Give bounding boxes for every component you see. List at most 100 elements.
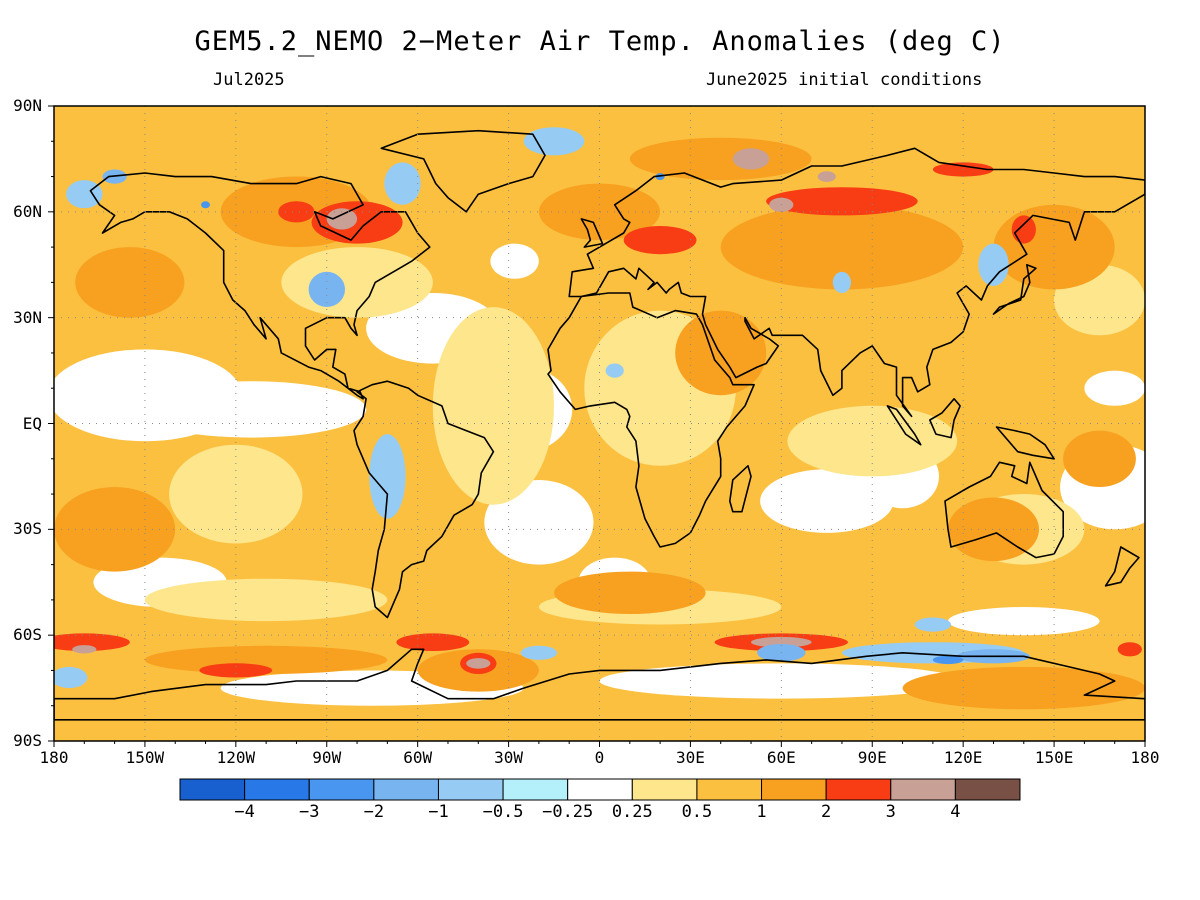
colorbar-label: −1 <box>428 802 449 822</box>
coastline-borneo <box>929 398 961 439</box>
anomaly-region-warm <box>554 571 706 614</box>
coastline-eurasia <box>568 147 1145 418</box>
colorbar-label: −3 <box>298 802 320 822</box>
colorbar-swatch <box>244 778 310 801</box>
anomaly-region-neutral <box>484 480 594 565</box>
colorbar <box>179 778 1021 801</box>
anomaly-region-neutral <box>948 607 1100 636</box>
anomaly-region-hot <box>396 633 470 651</box>
anomaly-region-cool <box>520 645 558 660</box>
anomaly-region-warm <box>75 247 185 318</box>
colorbar-label: 2 <box>821 802 832 822</box>
colorbar-label: 4 <box>950 802 961 822</box>
lat-label: 30N <box>13 307 42 327</box>
anomaly-region-warm <box>993 204 1115 290</box>
colorbar-swatch <box>567 778 633 801</box>
lon-label: 180 <box>39 748 69 767</box>
anomaly-region-land-base <box>144 578 388 622</box>
colorbar-swatch <box>890 778 956 801</box>
anomaly-region-neutral <box>135 381 367 438</box>
colorbar-swatch <box>373 778 439 801</box>
map-title: GEM5.2_NEMO 2−Meter Air Temp. Anomalies … <box>194 26 1006 57</box>
anomaly-region-very-hot <box>72 645 97 654</box>
anomaly-region-cool <box>605 363 624 378</box>
colorbar-label: 0.5 <box>681 802 713 822</box>
lon-label: 30E <box>675 748 705 767</box>
anomaly-region-hot <box>766 187 918 216</box>
anomaly-region-very-cold <box>932 655 964 665</box>
anomaly-region-land-base <box>432 307 554 505</box>
colorbar-swatch <box>631 778 698 801</box>
anomaly-region-hot <box>1011 215 1036 244</box>
anomaly-region-cool <box>914 617 952 632</box>
anomaly-region-very-hot <box>326 208 358 230</box>
initial-conditions: June2025 initial conditions <box>706 70 983 90</box>
coastline-sumatra <box>886 405 922 446</box>
gridlines <box>54 106 1145 741</box>
anomaly-region-hot <box>623 226 697 255</box>
coastline-japan <box>992 264 1037 315</box>
anomaly-region-very-hot <box>751 636 812 648</box>
anomaly-region-very-hot <box>466 658 491 669</box>
lat-label: 60S <box>13 625 42 645</box>
lat-label: 30S <box>13 519 42 539</box>
anomaly-region-land-base <box>281 247 433 318</box>
lat-label: EQ <box>22 413 42 433</box>
anomaly-region-land-base <box>787 405 958 477</box>
colorbar-swatch <box>954 778 1021 801</box>
anomaly-region-very-hot <box>732 148 770 170</box>
lon-label: 120W <box>216 748 256 767</box>
lat-label: 90N <box>13 96 42 115</box>
anomaly-region-neutral <box>490 243 539 279</box>
lon-label: 60E <box>766 748 796 767</box>
lat-label: 60N <box>13 201 42 221</box>
coastline-australia <box>944 461 1064 559</box>
anomaly-region-cool <box>66 180 103 209</box>
coastline-madagascar <box>729 465 752 513</box>
colorbar-label: −0.25 <box>542 802 594 822</box>
lon-label: 150E <box>1034 748 1074 767</box>
colorbar-swatch <box>437 778 504 801</box>
anomaly-region-warm <box>902 666 1145 710</box>
colorbar-swatch <box>502 778 569 801</box>
anomaly-region-hot <box>1117 642 1142 657</box>
coastline-africa <box>547 292 755 548</box>
colorbar-swatch <box>825 778 892 801</box>
lon-label: 0 <box>594 748 605 767</box>
valid-month: Jul2025 <box>213 70 285 90</box>
lon-label: 90W <box>312 748 342 767</box>
anomaly-region-cool <box>523 127 585 156</box>
lat-label: 90S <box>13 731 42 750</box>
colorbar-swatch <box>696 778 763 801</box>
anomaly-region-cool <box>978 243 1009 286</box>
lon-label: 180 <box>1130 748 1160 767</box>
anomaly-region-very-hot <box>817 171 836 182</box>
lon-label: 120E <box>943 748 983 767</box>
colorbar-label: 0.25 <box>611 802 653 822</box>
coastline-south-america <box>353 380 495 619</box>
anomaly-region-hot <box>54 633 130 651</box>
coastline-north-america <box>89 172 431 400</box>
coastlines <box>54 129 1145 721</box>
anomaly-region-hot <box>199 663 273 678</box>
coastline-new-guinea <box>995 426 1055 460</box>
anomaly-region-warm <box>629 137 812 181</box>
colorbar-label: −2 <box>363 802 385 822</box>
anomaly-region-land-base <box>169 444 303 544</box>
coastline-british-isles <box>580 218 604 248</box>
anomaly-region-hot <box>278 201 315 223</box>
coastline-new-zealand <box>1104 546 1140 587</box>
colorbar-label: −0.5 <box>482 802 524 822</box>
coastline-antarctica <box>54 648 1145 721</box>
anomaly-region-cool <box>384 162 421 205</box>
lon-label: 30W <box>494 748 524 767</box>
colorbar-swatch <box>179 778 246 801</box>
axis-ticks <box>48 105 1146 747</box>
anomaly-region-very-cold <box>201 201 210 209</box>
colorbar-label: 3 <box>885 802 896 822</box>
colorbar-swatch <box>761 778 827 801</box>
anomaly-region-cool <box>54 666 88 689</box>
anomaly-region-neutral <box>760 469 894 533</box>
colorbar-label: 1 <box>756 802 767 822</box>
